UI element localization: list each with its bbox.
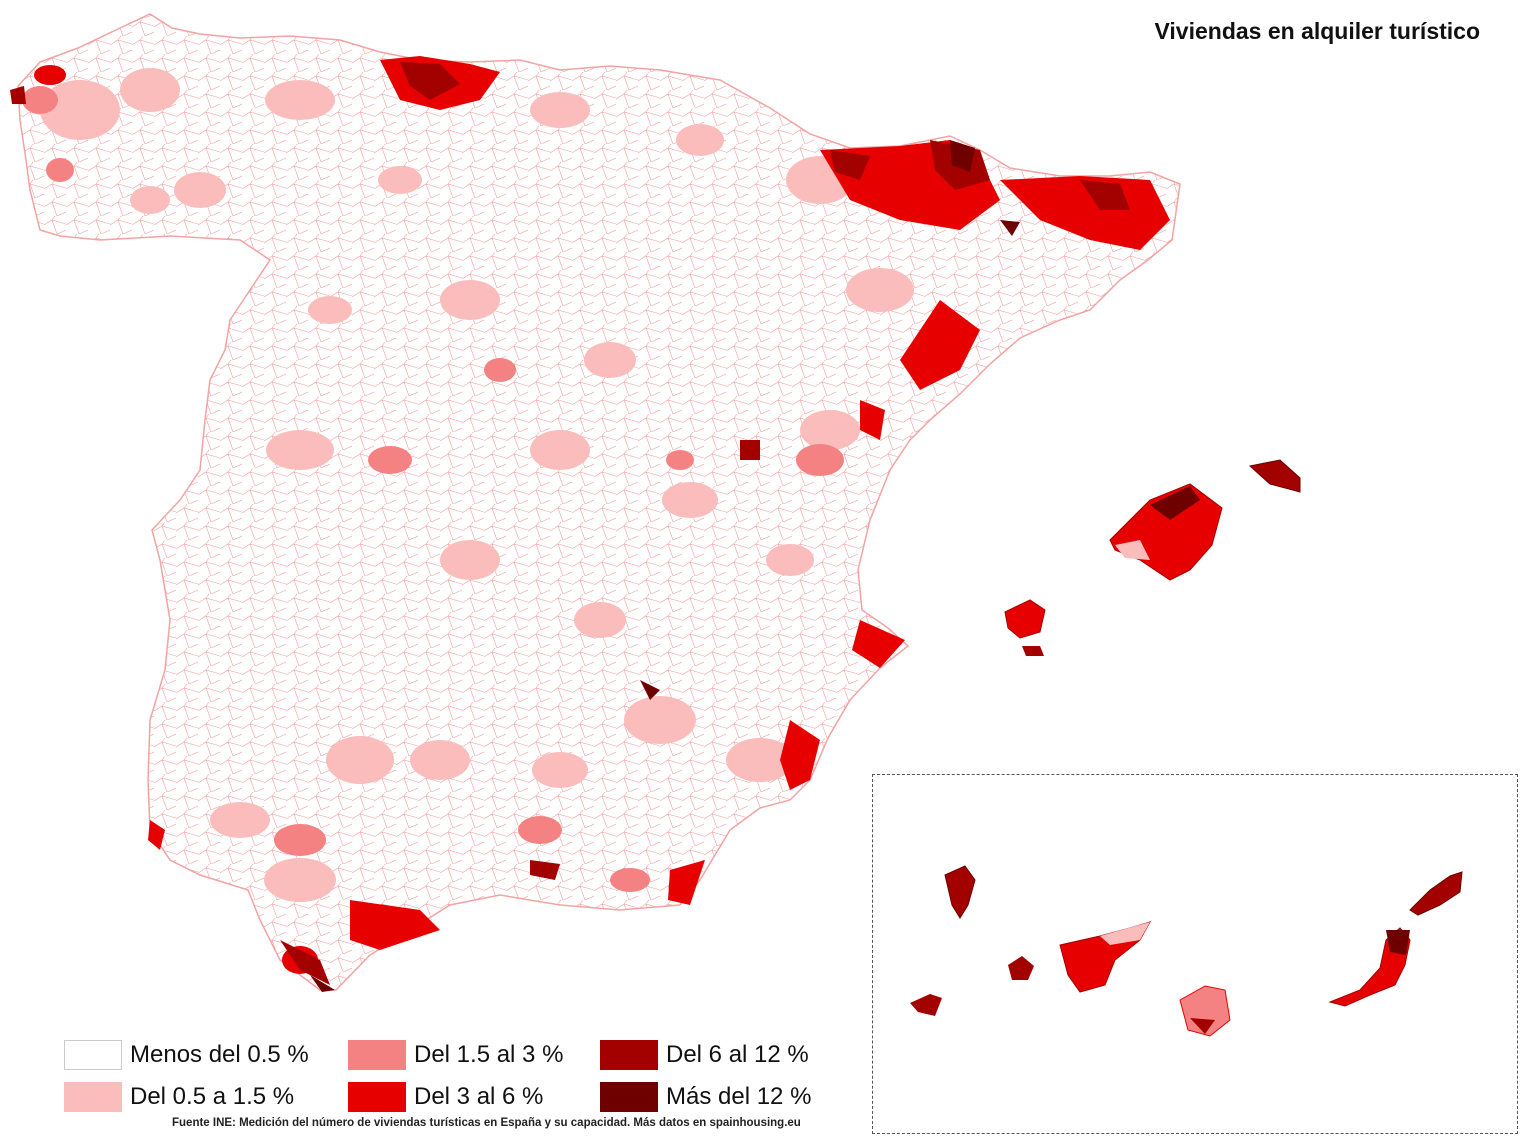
patches-medium <box>22 86 844 892</box>
el-hierro <box>910 994 942 1016</box>
legend-label-5: Del 6 al 12 % <box>666 1041 809 1068</box>
canary-islands <box>910 865 1463 1037</box>
legend-item-4: Del 3 al 6 % <box>348 1082 543 1112</box>
patches-low <box>40 68 914 902</box>
legend-label-3: Del 1.5 al 3 % <box>414 1041 564 1068</box>
legend-item-1: Menos del 0.5 % <box>64 1040 309 1070</box>
legend-swatch-4 <box>348 1082 406 1112</box>
la-gomera <box>1008 956 1034 980</box>
gran-canaria <box>1179 985 1231 1037</box>
canary-islands-inset-frame <box>872 774 1518 1134</box>
legend-item-2: Del 0.5 a 1.5 % <box>64 1082 294 1112</box>
source-note: Fuente INE: Medición del número de vivie… <box>172 1117 801 1129</box>
legend-swatch-6 <box>600 1082 658 1112</box>
spain-mainland <box>10 13 1181 992</box>
legend-swatch-5 <box>600 1040 658 1070</box>
ibiza <box>1004 599 1046 639</box>
balearic-islands <box>1004 459 1301 656</box>
legend-item-6: Más del 12 % <box>600 1082 811 1112</box>
map-legend: Menos del 0.5 % Del 0.5 a 1.5 % Del 1.5 … <box>64 1040 854 1114</box>
lanzarote <box>1409 871 1463 916</box>
municipality-grid <box>18 14 1180 990</box>
legend-item-5: Del 6 al 12 % <box>600 1040 809 1070</box>
legend-swatch-3 <box>348 1040 406 1070</box>
patches-very-high <box>10 62 1130 985</box>
legend-label-1: Menos del 0.5 % <box>130 1041 309 1068</box>
legend-item-3: Del 1.5 al 3 % <box>348 1040 563 1070</box>
legend-label-4: Del 3 al 6 % <box>414 1083 544 1110</box>
legend-swatch-1 <box>64 1040 122 1070</box>
map-title: Viviendas en alquiler turístico <box>1154 18 1480 44</box>
formentera <box>1022 646 1044 656</box>
legend-label-6: Más del 12 % <box>666 1083 812 1110</box>
menorca <box>1248 459 1301 493</box>
legend-label-2: Del 0.5 a 1.5 % <box>130 1083 295 1110</box>
legend-swatch-2 <box>64 1082 122 1112</box>
la-palma <box>944 865 976 919</box>
patches-extreme <box>310 140 1020 992</box>
